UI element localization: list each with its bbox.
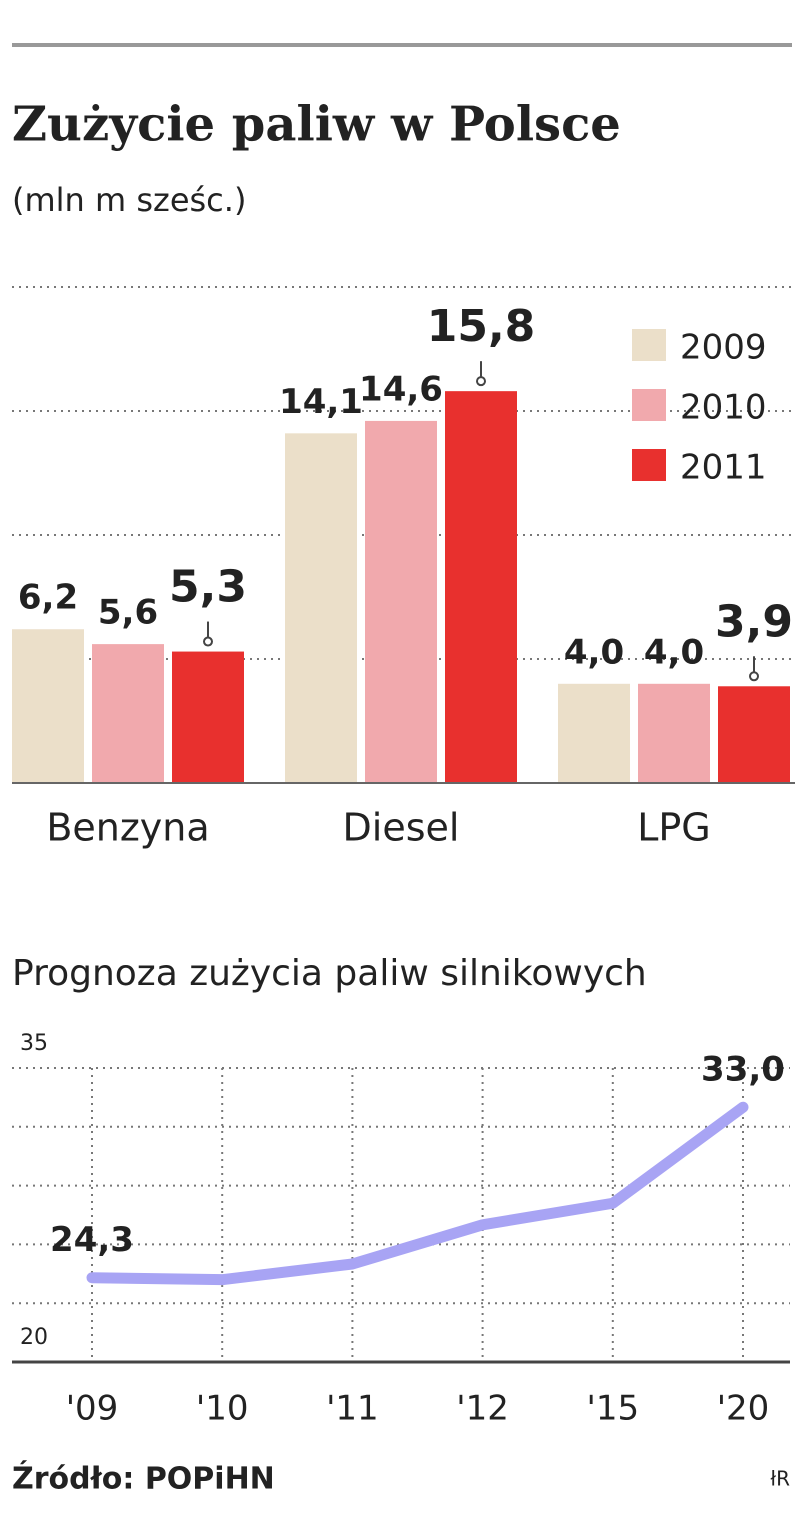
- bar: [172, 651, 244, 783]
- value-label: 14,6: [359, 369, 443, 409]
- value-label: 15,8: [427, 301, 536, 352]
- value-label: 33,0: [701, 1050, 785, 1090]
- bar: [558, 683, 630, 783]
- label-pointer-dot: [749, 671, 759, 682]
- legend-swatch: [632, 449, 666, 481]
- bar: [92, 644, 164, 783]
- bar: [12, 629, 84, 783]
- source: Źródło: POPiHN: [12, 1461, 275, 1497]
- bar: [445, 391, 517, 783]
- chart-title: Zużycie paliw w Polsce: [12, 97, 621, 153]
- x-tick-label: Diesel: [343, 806, 460, 850]
- credit: łR: [770, 1467, 790, 1491]
- legend-label: 2009: [680, 328, 767, 368]
- value-label: 6,2: [18, 578, 78, 618]
- line: [86, 1101, 749, 1286]
- label-pointer-dot: [476, 376, 486, 387]
- x-tick-label: '09: [66, 1389, 119, 1429]
- bar: [365, 420, 437, 783]
- chart-subtitle: (mln m sześc.): [12, 181, 246, 219]
- value-label: 4,0: [564, 632, 624, 672]
- x-tick-label: '10: [196, 1389, 249, 1429]
- value-label: 24,3: [50, 1220, 134, 1260]
- value-label: 14,1: [279, 382, 363, 422]
- y-tick-label: 35: [20, 1031, 48, 1056]
- x-tick-label: '20: [717, 1389, 770, 1429]
- value-label: 5,3: [169, 562, 247, 613]
- legend-swatch: [632, 389, 666, 421]
- y-tick-label: 20: [20, 1325, 48, 1350]
- chart-title: Prognoza zużycia paliw silnikowych: [12, 953, 647, 994]
- legend-swatch: [632, 329, 666, 361]
- value-label: 3,9: [715, 596, 793, 647]
- bar: [285, 433, 357, 783]
- x-tick-label: '12: [456, 1389, 509, 1429]
- value-label: 4,0: [644, 632, 704, 672]
- x-tick-label: LPG: [637, 806, 711, 850]
- value-label: 5,6: [98, 593, 158, 633]
- legend-label: 2010: [680, 388, 767, 428]
- x-tick-label: Benzyna: [46, 806, 209, 850]
- bar: [638, 683, 710, 783]
- x-tick-label: '15: [586, 1389, 639, 1429]
- label-pointer-dot: [203, 636, 213, 647]
- legend-label: 2011: [680, 448, 767, 488]
- bar: [718, 686, 790, 783]
- x-tick-label: '11: [326, 1389, 379, 1429]
